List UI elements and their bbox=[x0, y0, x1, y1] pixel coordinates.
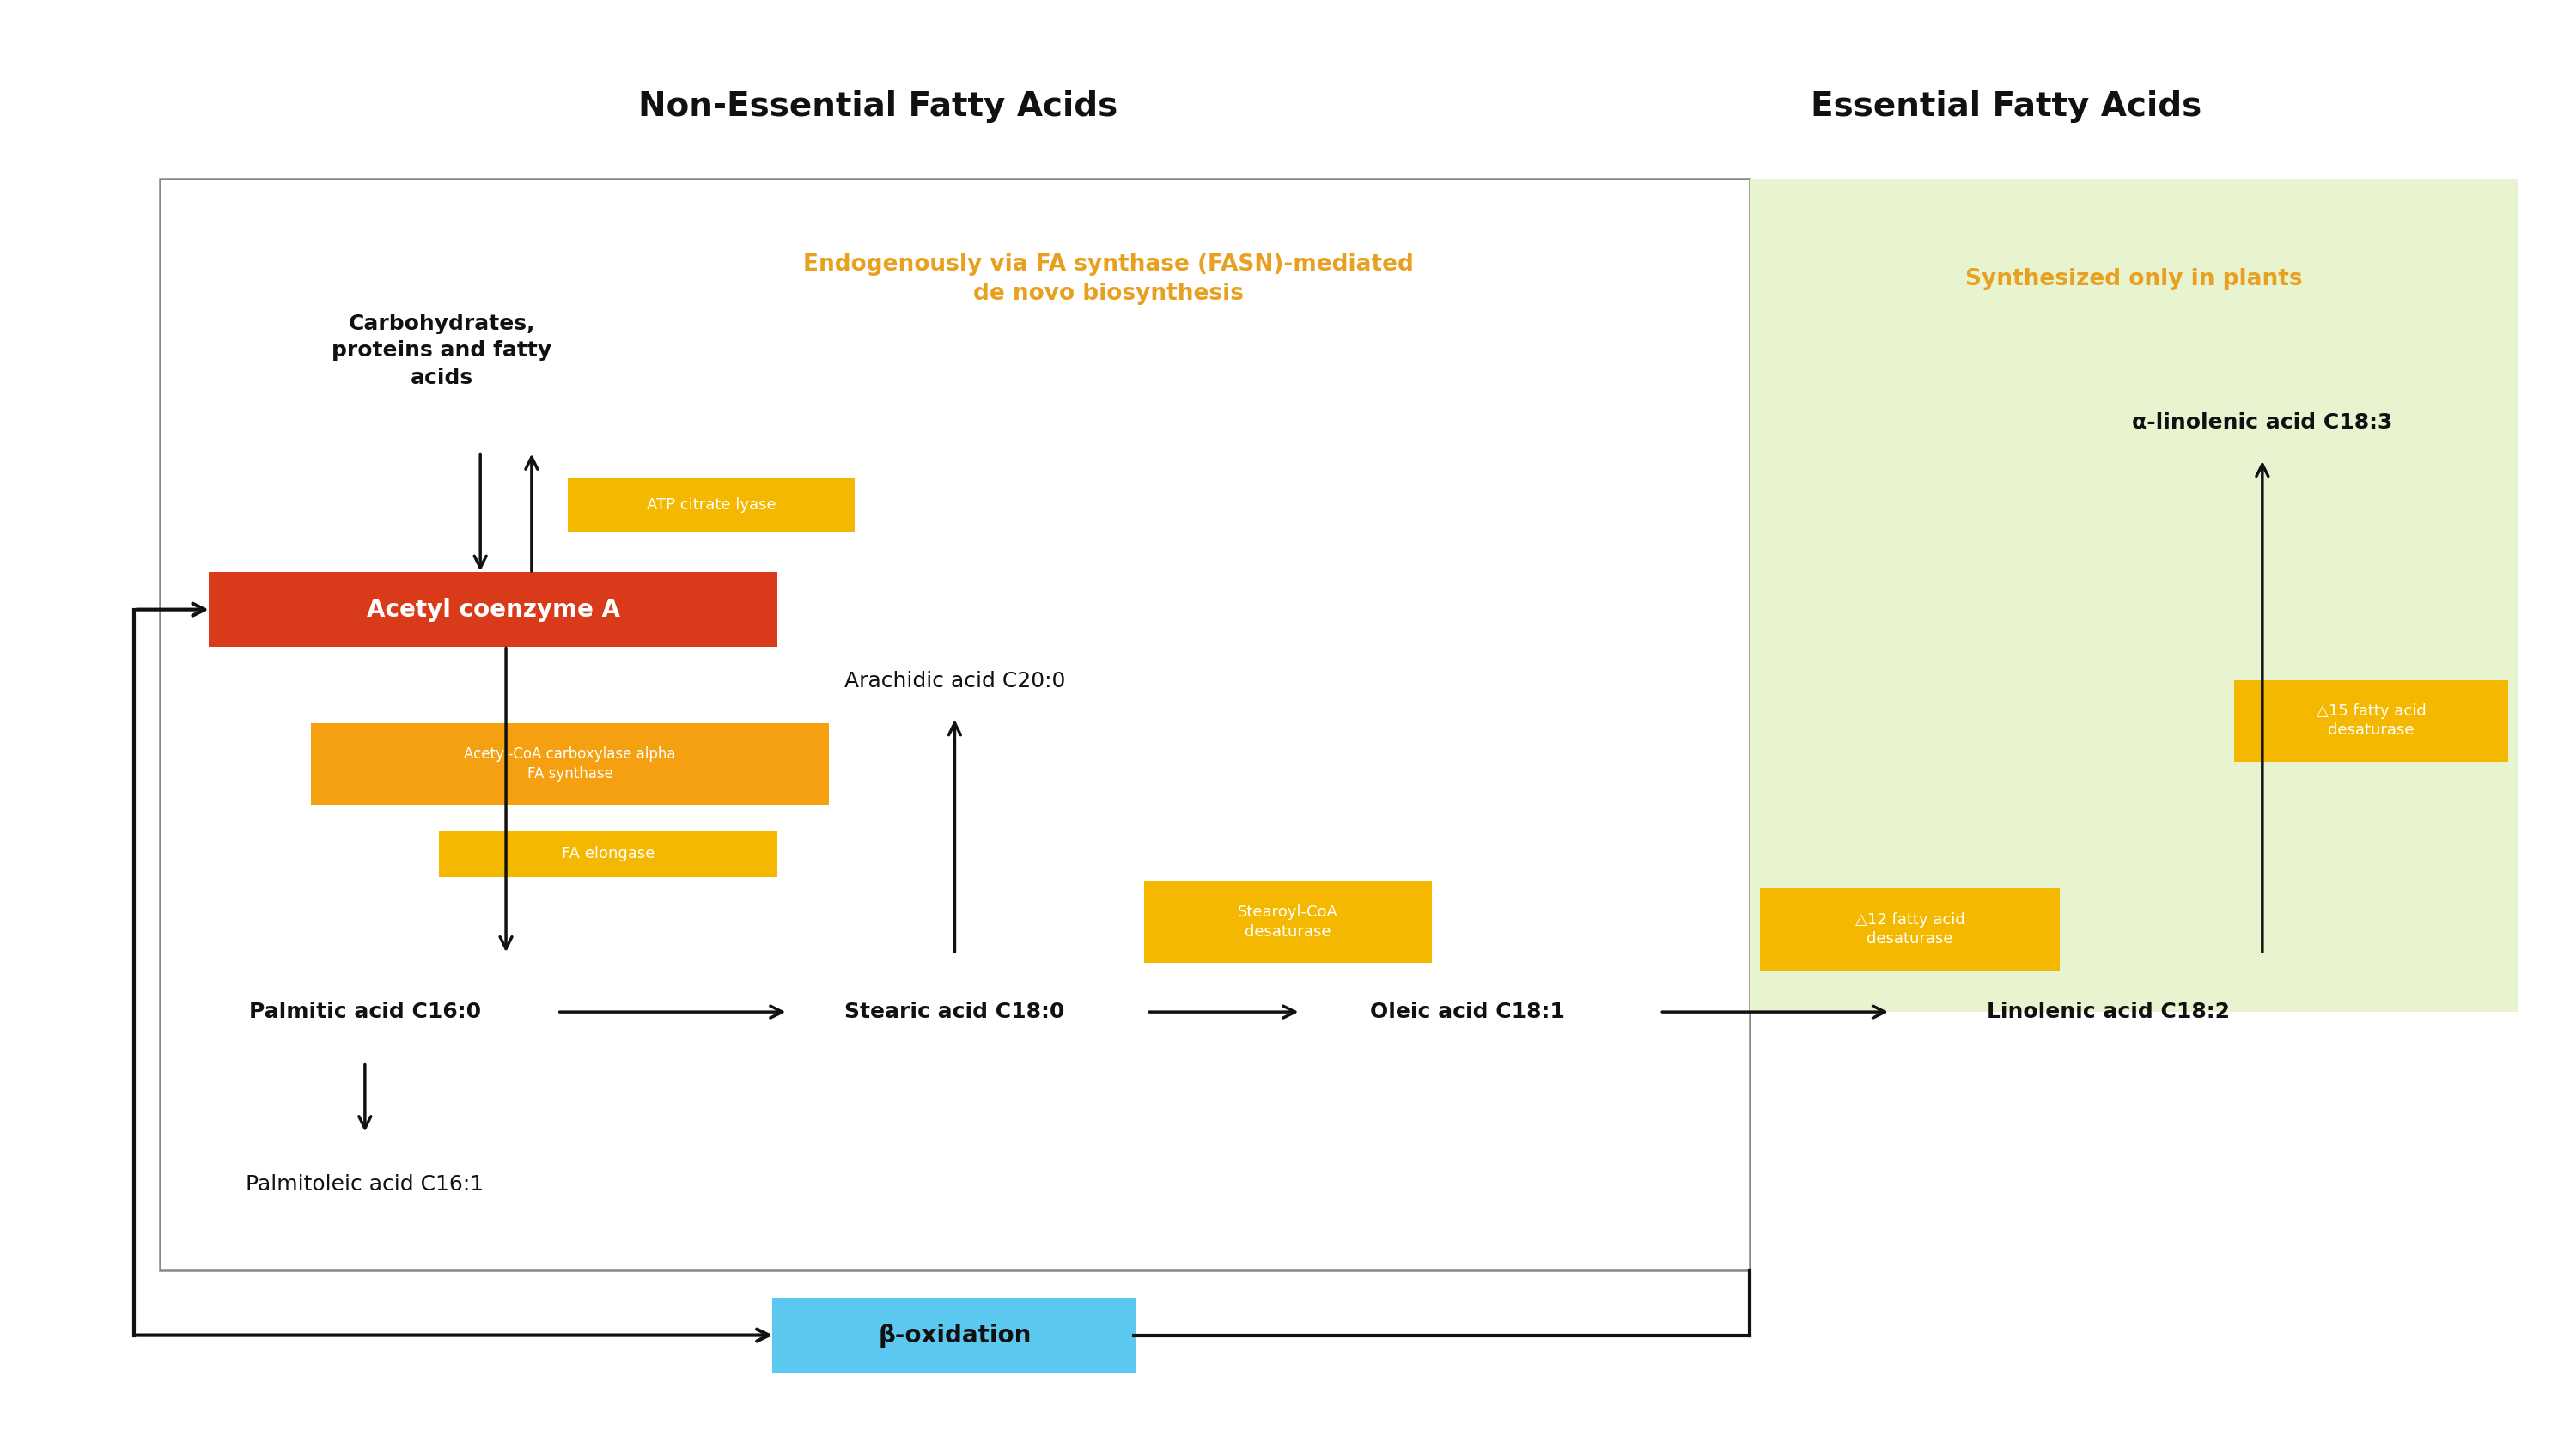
Text: △15 fatty acid
desaturase: △15 fatty acid desaturase bbox=[2316, 704, 2427, 738]
Text: Synthesized only in plants: Synthesized only in plants bbox=[1965, 268, 2303, 290]
FancyBboxPatch shape bbox=[1144, 881, 1432, 964]
Text: Linolenic acid C18:2: Linolenic acid C18:2 bbox=[1986, 1001, 2231, 1022]
Text: Non-Essential Fatty Acids: Non-Essential Fatty Acids bbox=[639, 90, 1118, 123]
FancyBboxPatch shape bbox=[2233, 680, 2509, 762]
FancyBboxPatch shape bbox=[1749, 178, 2519, 1011]
FancyBboxPatch shape bbox=[773, 1298, 1136, 1372]
Text: ATP citrate lyase: ATP citrate lyase bbox=[647, 497, 775, 513]
FancyBboxPatch shape bbox=[209, 572, 778, 646]
Text: Palmitoleic acid C16:1: Palmitoleic acid C16:1 bbox=[245, 1174, 484, 1194]
Text: △12 fatty acid
desaturase: △12 fatty acid desaturase bbox=[1855, 911, 1965, 946]
Text: Endogenously via FA synthase (FASN)-mediated
de novo biosynthesis: Endogenously via FA synthase (FASN)-medi… bbox=[804, 254, 1414, 304]
Text: Stearic acid C18:0: Stearic acid C18:0 bbox=[845, 1001, 1064, 1022]
Text: Acetyl-CoA carboxylase alpha
FA synthase: Acetyl-CoA carboxylase alpha FA synthase bbox=[464, 746, 675, 781]
Text: Oleic acid C18:1: Oleic acid C18:1 bbox=[1370, 1001, 1566, 1022]
FancyBboxPatch shape bbox=[160, 178, 1749, 1271]
FancyBboxPatch shape bbox=[312, 723, 829, 806]
Text: Acetyl coenzyme A: Acetyl coenzyme A bbox=[366, 597, 621, 622]
Text: β-oxidation: β-oxidation bbox=[878, 1323, 1030, 1348]
Text: Essential Fatty Acids: Essential Fatty Acids bbox=[1811, 90, 2202, 123]
Text: α-linolenic acid C18:3: α-linolenic acid C18:3 bbox=[2133, 413, 2393, 433]
Text: Palmitic acid C16:0: Palmitic acid C16:0 bbox=[250, 1001, 482, 1022]
Text: FA elongase: FA elongase bbox=[562, 846, 654, 862]
FancyBboxPatch shape bbox=[440, 830, 778, 877]
Text: Stearoyl-CoA
desaturase: Stearoyl-CoA desaturase bbox=[1239, 904, 1337, 939]
Text: Carbohydrates,
proteins and fatty
acids: Carbohydrates, proteins and fatty acids bbox=[332, 313, 551, 388]
FancyBboxPatch shape bbox=[567, 478, 855, 532]
FancyBboxPatch shape bbox=[1759, 888, 2061, 971]
Text: Arachidic acid C20:0: Arachidic acid C20:0 bbox=[845, 671, 1066, 691]
